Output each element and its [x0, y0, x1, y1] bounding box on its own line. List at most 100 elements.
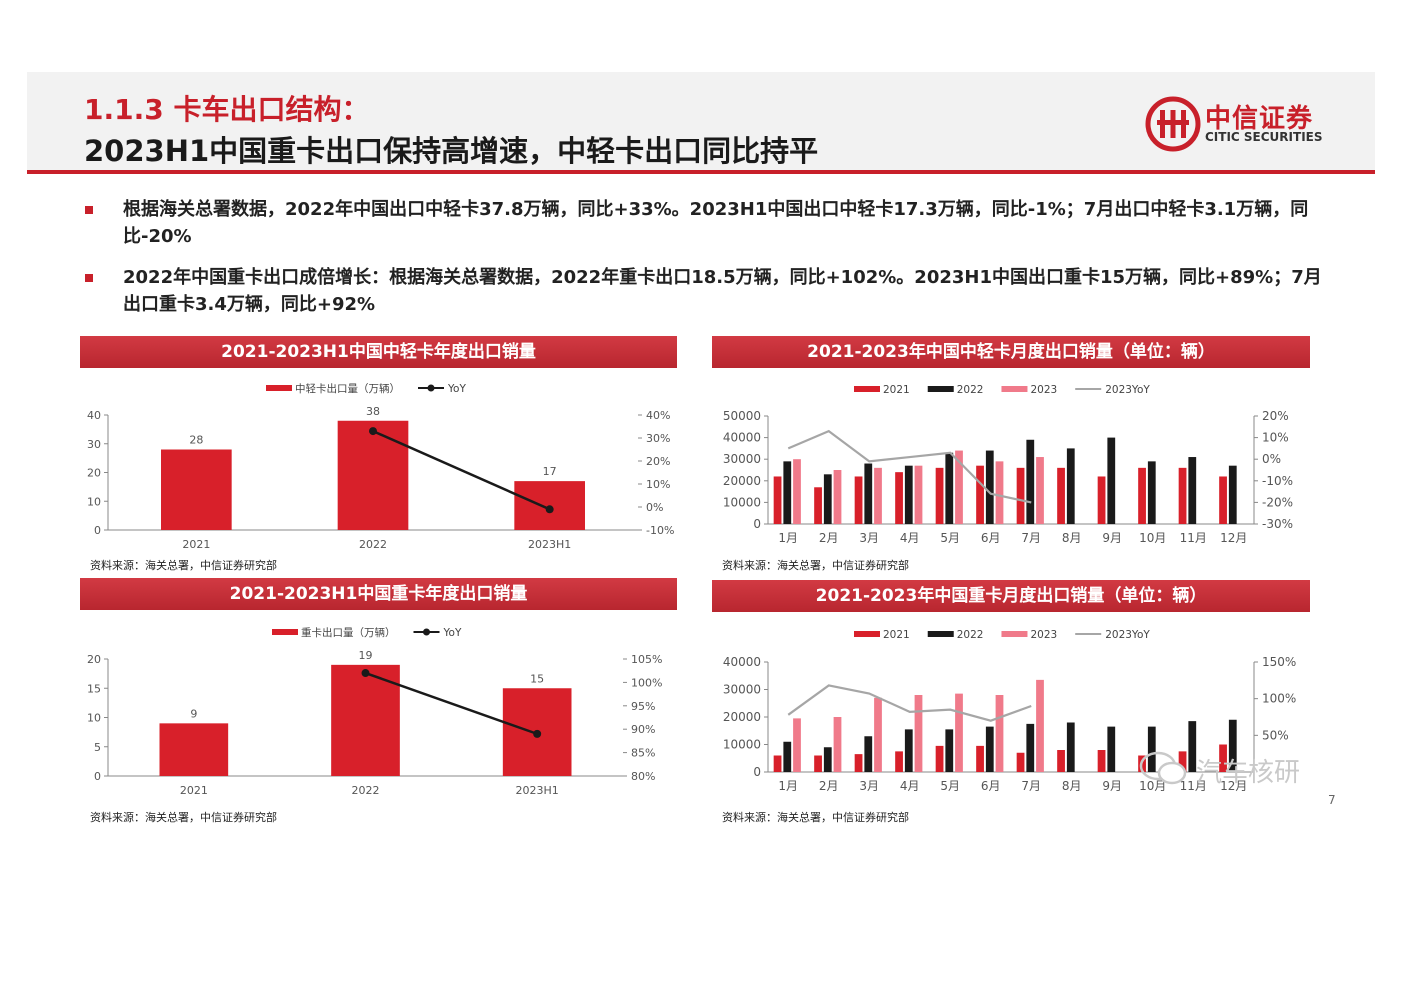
citic-logo: 中信证券 CITIC SECURITIES: [1145, 96, 1355, 152]
bar-2023-4月: [914, 695, 923, 772]
line-2023YoY: [787, 429, 1032, 504]
legend-swatch-0: [854, 386, 880, 392]
bullet-square-icon: [85, 206, 93, 214]
bullet-2: 2022年中国重卡出口成倍增长：根据海关总署数据，2022年重卡出口18.5万辆…: [85, 264, 1323, 318]
y2-tick-label: 10%: [646, 478, 670, 491]
x-tick-label: 5月: [940, 779, 960, 793]
y2-tick-label: -10%: [646, 524, 674, 537]
bar-2021-11月: [1178, 751, 1187, 772]
y2-tick-label: 105%: [631, 653, 662, 666]
x-tick-label: 8月: [1062, 531, 1082, 545]
bar-2021-9月: [1097, 750, 1106, 772]
page-title: 2023H1中国重卡出口保持高增速，中轻卡出口同比持平: [84, 134, 819, 168]
y-tick-label: 20: [87, 467, 101, 480]
bar-2022-9月: [1107, 726, 1116, 772]
legend-swatch-2: [1001, 386, 1028, 392]
chart4-heavy-truck-monthly: 2021 2022 2023 2023YoY 0 10000 20000 30000 40000…: [723, 629, 1297, 793]
bar-2023-1月: [793, 718, 801, 772]
chart4-title: 2021-2023年中国重卡月度出口销量（单位：辆）: [712, 580, 1310, 612]
bar-2021-2月: [814, 487, 822, 524]
bar-2023-3月: [874, 697, 882, 772]
legend-label-0: 2021: [883, 384, 910, 396]
line-YoY: [365, 671, 538, 736]
data-label: 9: [190, 707, 197, 720]
bar-2021-3月: [854, 754, 863, 772]
x-tick-label: 11月: [1180, 531, 1207, 545]
y2-tick-label: 100%: [631, 676, 662, 689]
bar-2023-2月: [833, 717, 842, 772]
bar-2022-1月: [783, 741, 792, 772]
line-point-YoY: [361, 669, 370, 678]
legend-marker-1: [427, 384, 435, 392]
legend-label-1: YoY: [447, 383, 466, 395]
line-point-YoY: [533, 729, 542, 738]
bar-2021-5月: [935, 745, 944, 772]
wechat-icon: [1139, 751, 1187, 785]
y2-tick-label: 100%: [1262, 692, 1296, 706]
x-tick-label: 3月: [859, 531, 879, 545]
bar-2022-2月: [823, 747, 832, 772]
bar-2023-6月: [995, 695, 1004, 772]
bar-2021-6月: [976, 465, 984, 524]
data-label: 19: [359, 649, 373, 662]
y-tick-label: 20: [87, 653, 101, 666]
bar-2022-1月: [783, 461, 792, 524]
header-rule: [27, 170, 1375, 174]
bullet-square-icon: [85, 274, 93, 282]
y-tick-label: 5: [94, 741, 101, 754]
bar-2023-6月: [995, 461, 1004, 524]
bar-2023-5月: [955, 450, 963, 524]
bar-2021-6月: [976, 745, 984, 772]
bar-重卡出口量（万辆）-2022: [331, 664, 400, 776]
x-tick-label: 7月: [1021, 779, 1041, 793]
bar-重卡出口量（万辆）-2021: [159, 723, 229, 776]
legend-swatch-0: [266, 385, 292, 391]
x-tick-label: 2021: [180, 784, 208, 797]
logo-name-cn: 中信证券: [1205, 104, 1314, 134]
bar-2021-1月: [773, 755, 782, 772]
bar-2023-7月: [1036, 457, 1044, 524]
bar-2021-4月: [895, 472, 903, 524]
bar-2022-5月: [945, 452, 954, 524]
line-2023YoY: [787, 684, 1032, 722]
x-tick-label: 2022: [359, 538, 387, 551]
x-tick-label: 4月: [900, 779, 920, 793]
bar-2021-8月: [1057, 467, 1065, 524]
y-tick-label: 0: [753, 517, 761, 531]
bar-2021-12月: [1219, 744, 1227, 772]
bar-2021-8月: [1057, 750, 1065, 772]
x-tick-label: 2023H1: [516, 784, 559, 797]
chart3-title: 2021-2023H1中国重卡年度出口销量: [80, 578, 677, 610]
citic-emblem-icon: [1145, 96, 1201, 152]
data-label: 28: [189, 434, 203, 447]
legend-label-1: YoY: [443, 627, 462, 639]
x-tick-label: 2023H1: [528, 538, 571, 551]
x-tick-label: 12月: [1220, 531, 1247, 545]
y2-tick-label: 20%: [1262, 409, 1289, 423]
y-tick-label: 30000: [723, 683, 761, 697]
data-label: 38: [366, 405, 380, 418]
bar-2023-7月: [1036, 679, 1044, 772]
legend-swatch-1: [927, 631, 954, 637]
bar-2022-9月: [1107, 437, 1116, 524]
bar-2022-7月: [1026, 439, 1035, 524]
legend-label-1: 2022: [957, 629, 984, 641]
y2-tick-label: 0%: [1262, 452, 1281, 466]
chart2-title: 2021-2023年中国中轻卡月度出口销量（单位：辆）: [712, 336, 1310, 368]
y-tick-label: 10000: [723, 738, 761, 752]
y-tick-label: 10: [87, 712, 101, 725]
bar-中轻卡出口量（万辆）-2021: [161, 449, 232, 530]
bullet-text: 根据海关总署数据，2022年中国出口中轻卡37.8万辆，同比+33%。2023H…: [123, 199, 1309, 247]
bar-2021-2月: [814, 755, 822, 772]
y2-tick-label: 80%: [631, 770, 655, 783]
line-point-YoY: [545, 505, 554, 514]
bar-2022-6月: [985, 450, 994, 524]
section-title: 1.1.3 卡车出口结构：: [84, 93, 370, 126]
x-tick-label: 1月: [778, 779, 798, 793]
x-tick-label: 6月: [981, 531, 1001, 545]
bar-2023-2月: [833, 470, 842, 524]
watermark: 汽车核研: [1136, 748, 1336, 788]
bar-2022-7月: [1026, 723, 1035, 772]
line-YoY: [372, 429, 551, 511]
x-tick-label: 8月: [1062, 779, 1082, 793]
